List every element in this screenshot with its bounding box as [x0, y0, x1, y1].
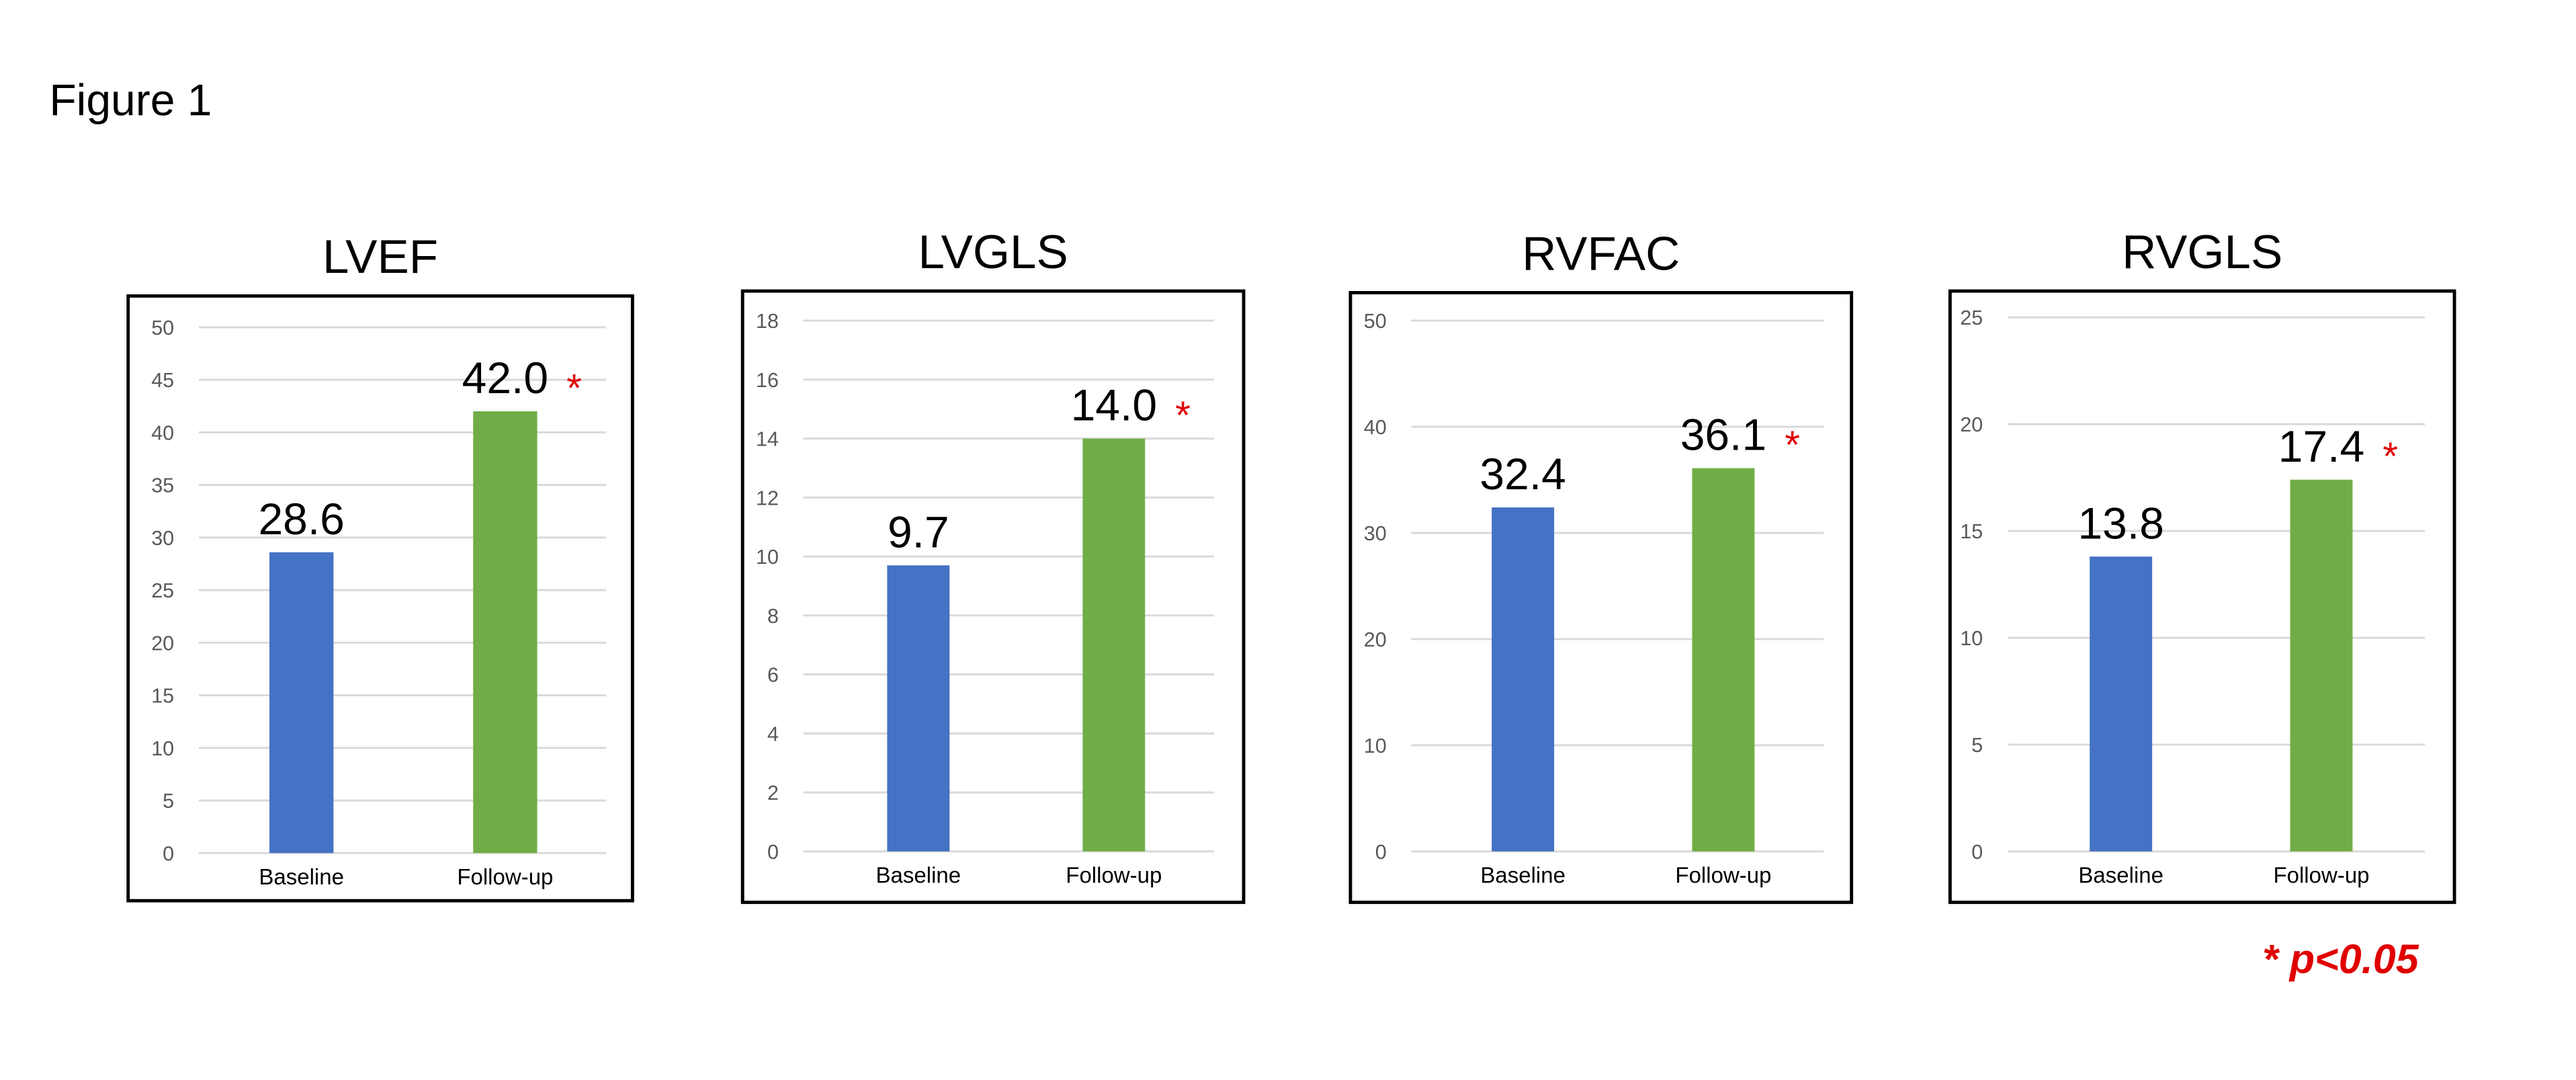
data-label: 13.8 [2077, 498, 2163, 548]
y-tick-label: 12 [756, 487, 779, 509]
y-tick-label: 10 [151, 737, 174, 760]
y-tick-label: 40 [151, 421, 174, 444]
significance-asterisk: * [1175, 394, 1191, 438]
significance-asterisk: * [566, 366, 582, 410]
bar-follow-up [1692, 468, 1755, 851]
x-category-label: Baseline [2078, 862, 2163, 887]
y-tick-label: 2 [767, 782, 779, 804]
x-category-label: Follow-up [1675, 862, 1771, 887]
y-tick-label: 0 [767, 841, 779, 864]
x-category-label: Follow-up [1066, 862, 1162, 887]
x-category-label: Baseline [1480, 862, 1565, 887]
y-tick-label: 14 [756, 428, 779, 451]
y-tick-label: 6 [767, 664, 779, 687]
significance-asterisk: * [2382, 435, 2398, 479]
x-category-label: Baseline [259, 864, 344, 889]
data-label: 14.0 [1071, 380, 1157, 430]
bar-baseline [269, 552, 334, 854]
data-label: 9.7 [888, 507, 949, 556]
y-tick-label: 16 [756, 369, 779, 392]
y-tick-label: 15 [151, 685, 174, 708]
y-tick-label: 18 [756, 310, 779, 333]
y-tick-label: 0 [1375, 841, 1387, 864]
chart-frame [1948, 289, 2456, 905]
y-tick-label: 40 [1364, 416, 1387, 439]
y-tick-label: 25 [1960, 306, 1983, 329]
chart-frame [1348, 291, 1854, 905]
bar-baseline [887, 565, 950, 851]
y-tick-label: 0 [163, 842, 174, 865]
y-tick-label: 25 [151, 579, 174, 602]
bar-follow-up [473, 411, 538, 854]
y-tick-label: 20 [151, 632, 174, 655]
bar-follow-up [1082, 438, 1146, 851]
chart-title: LVEF [323, 231, 438, 284]
significance-footnote: * p<0.05 [2262, 936, 2419, 982]
y-tick-label: 5 [1971, 734, 1983, 757]
data-label: 42.0 [462, 353, 548, 403]
y-tick-label: 5 [163, 790, 174, 813]
chart-frame [740, 289, 1246, 905]
y-tick-label: 35 [151, 474, 174, 497]
chart-title: RVFAC [1522, 227, 1680, 280]
data-label: 28.6 [258, 494, 344, 544]
y-tick-label: 20 [1960, 413, 1983, 436]
x-category-label: Follow-up [457, 864, 553, 889]
chart-title: LVGLS [918, 226, 1068, 279]
y-tick-label: 10 [1960, 627, 1983, 650]
x-category-label: Baseline [876, 862, 961, 887]
y-tick-label: 0 [1971, 841, 1983, 864]
y-tick-label: 50 [1364, 310, 1387, 333]
significance-asterisk: * [1785, 423, 1800, 467]
y-tick-label: 10 [756, 546, 779, 569]
chart-title: RVGLS [2122, 226, 2282, 279]
y-tick-label: 8 [767, 605, 779, 628]
y-tick-label: 30 [151, 527, 174, 550]
y-tick-label: 20 [1364, 628, 1387, 651]
y-tick-label: 4 [767, 722, 779, 745]
data-label: 36.1 [1680, 410, 1766, 460]
y-tick-label: 30 [1364, 522, 1387, 545]
bar-follow-up [2290, 479, 2353, 851]
bar-baseline [2090, 556, 2153, 851]
y-tick-label: 45 [151, 369, 174, 392]
chart-frame [126, 294, 634, 903]
bar-baseline [1492, 507, 1555, 851]
data-label: 32.4 [1479, 449, 1565, 499]
y-tick-label: 15 [1960, 520, 1983, 543]
y-tick-label: 50 [151, 317, 174, 339]
data-label: 17.4 [2278, 421, 2364, 471]
y-tick-label: 10 [1364, 735, 1387, 757]
x-category-label: Follow-up [2273, 862, 2369, 887]
figure-title: Figure 1 [49, 75, 212, 124]
